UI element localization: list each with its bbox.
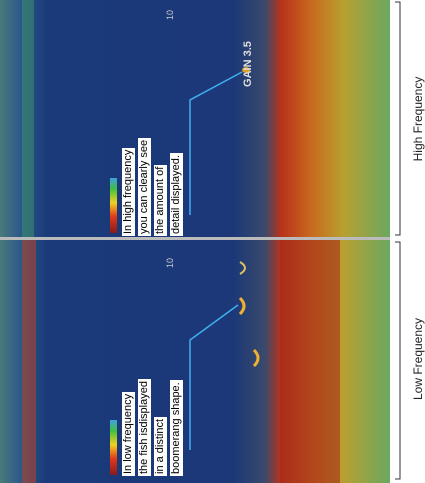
surface-clutter <box>22 0 34 237</box>
color-scale <box>110 178 117 233</box>
sonar-panel <box>0 0 390 237</box>
fish-echo <box>242 67 250 73</box>
fish-arch <box>239 261 246 275</box>
depth-label: 10 <box>165 10 175 21</box>
panel-label: High Frequency <box>411 76 425 162</box>
fish-arch <box>252 348 260 368</box>
annotation-line: detail displayed. <box>170 153 183 236</box>
surface-clutter <box>22 240 36 483</box>
annotation-line: you can clearly see <box>138 137 151 236</box>
gain-label: GAIN 3.5 <box>242 41 254 87</box>
seabed <box>280 240 340 483</box>
annotation-line: in a distinct <box>154 416 167 476</box>
annotation: In low frequency the fish isdisplayed in a… <box>122 336 188 476</box>
bracket <box>395 241 401 480</box>
annotation-line: In low frequency <box>122 391 135 476</box>
annotation-line: boomerang shape. <box>170 380 183 476</box>
annotation: In high frequency you can clearly see the … <box>122 96 188 236</box>
annotation-line: the amount of <box>154 164 167 236</box>
pointer-line <box>189 71 243 215</box>
color-scale <box>110 420 117 475</box>
divider <box>0 237 390 240</box>
panel-label: Low Frequency <box>411 317 425 401</box>
fish-arch <box>238 296 246 316</box>
bracket <box>395 1 401 236</box>
annotation-line: the fish isdisplayed <box>138 379 151 476</box>
annotation-line: In high frequency <box>122 147 135 236</box>
depth-label: 10 <box>165 258 175 269</box>
pointer-line <box>189 304 239 450</box>
